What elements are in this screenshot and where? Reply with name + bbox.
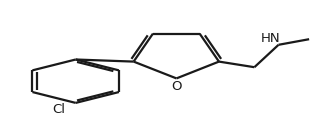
Text: Cl: Cl: [52, 103, 65, 116]
Text: HN: HN: [261, 32, 280, 45]
Text: O: O: [171, 80, 182, 93]
